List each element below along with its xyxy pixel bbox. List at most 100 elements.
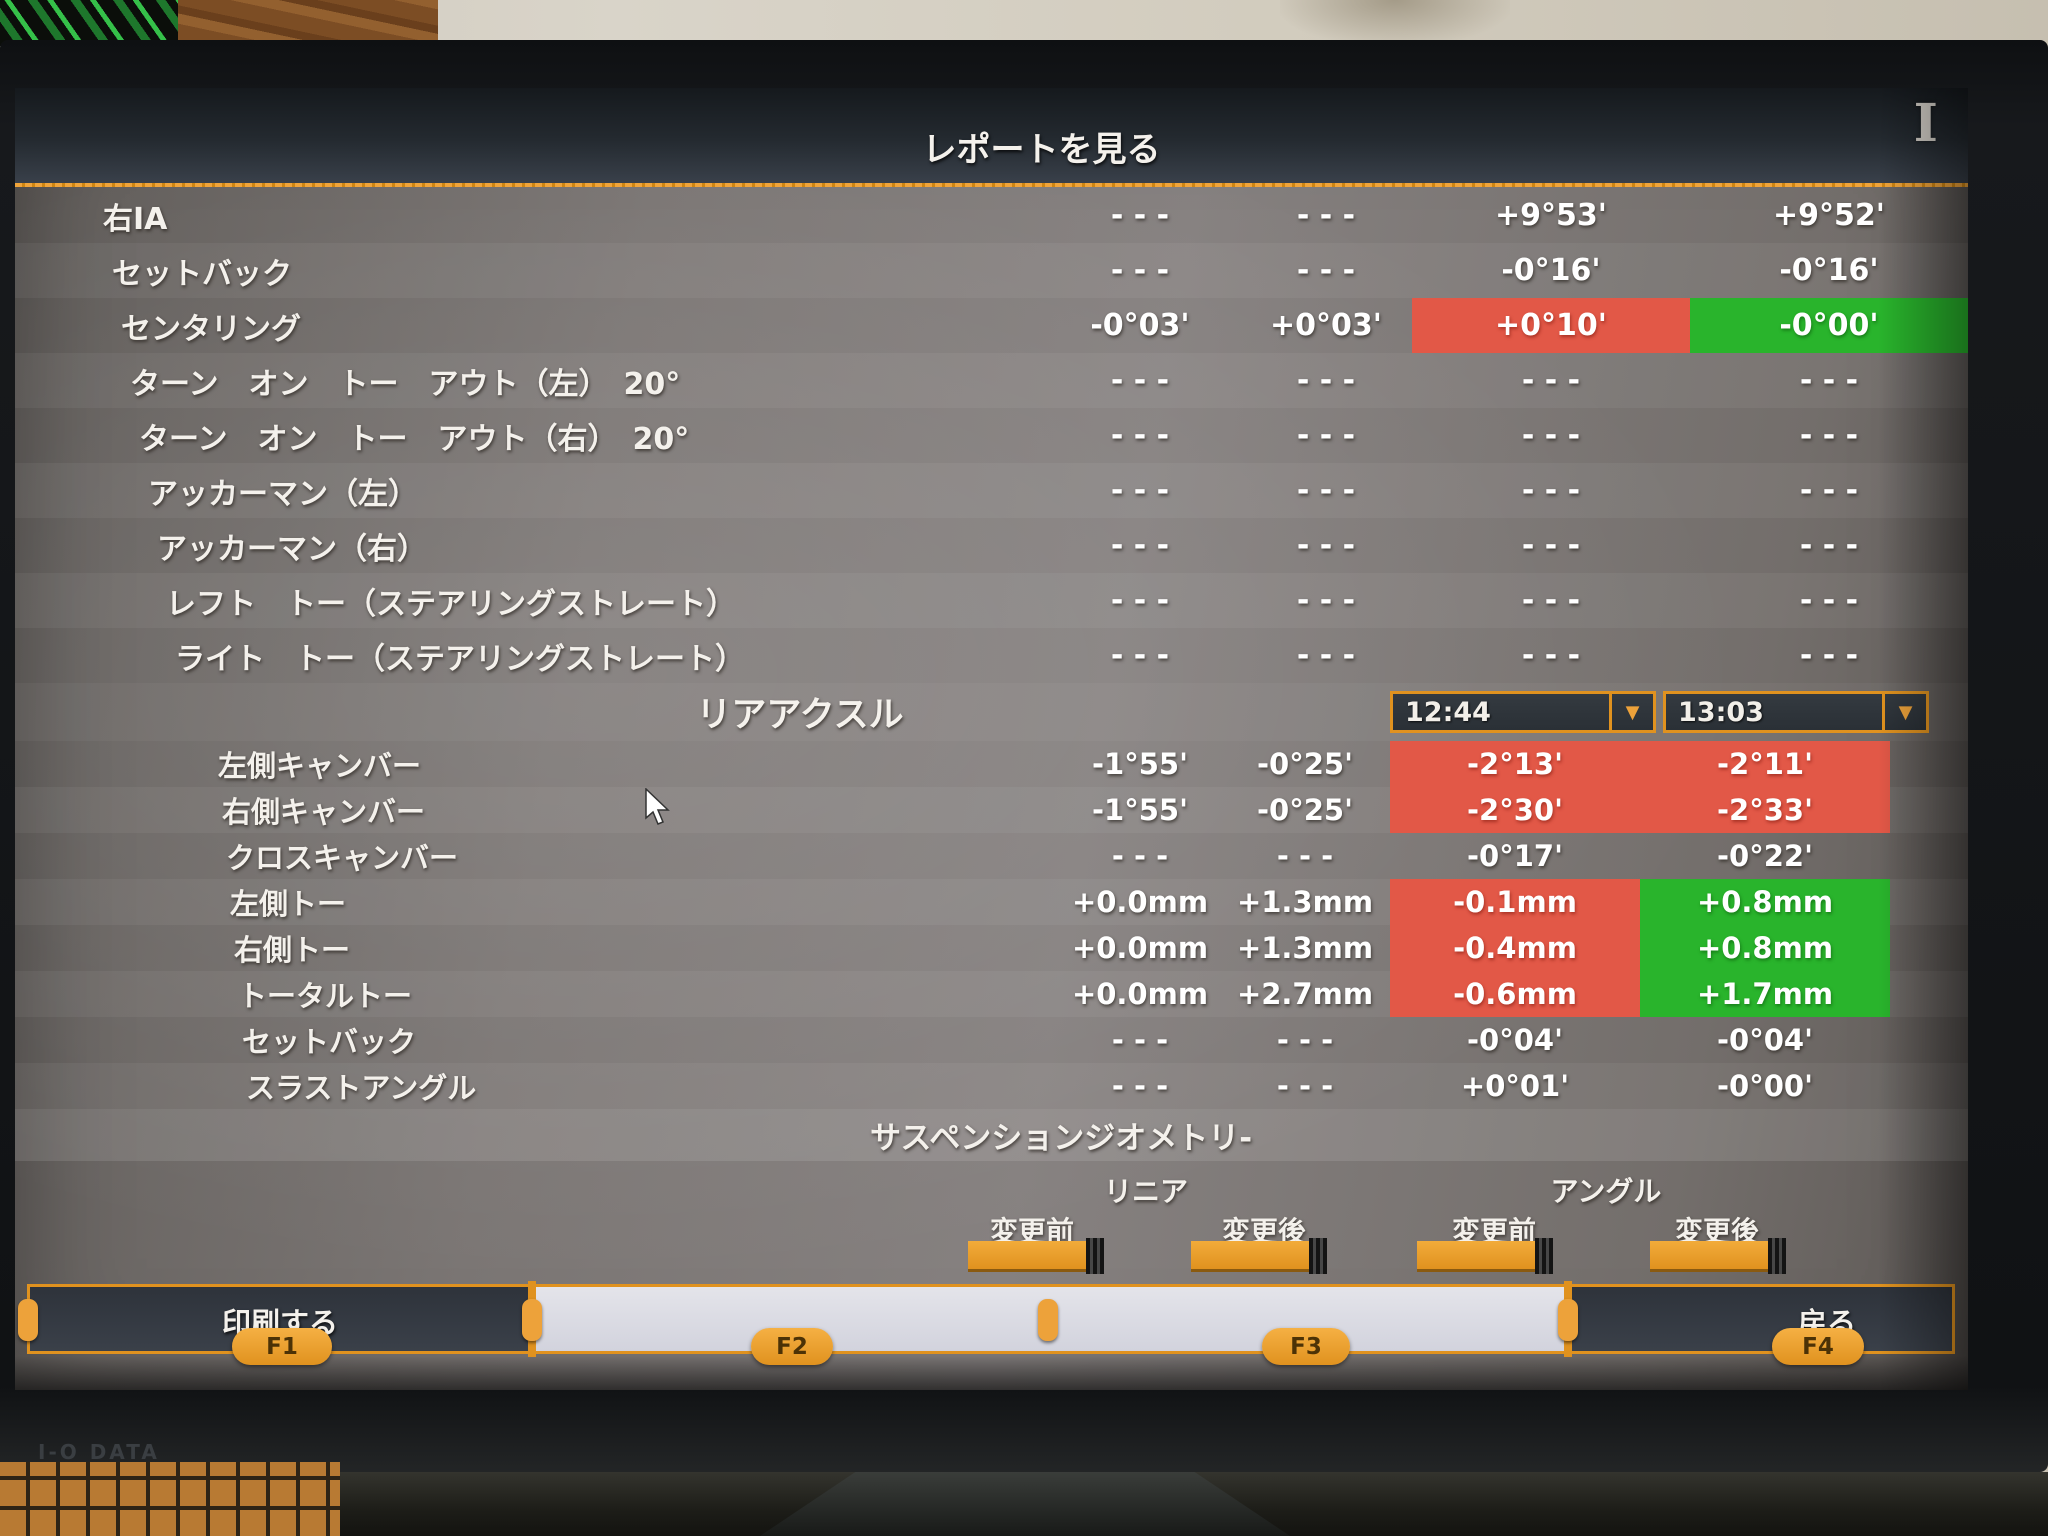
time-dropdown-right-value[interactable]: 13:03: [1663, 691, 1885, 733]
value-cell: -0°25': [1257, 793, 1353, 827]
value-cell: - - -: [1110, 528, 1170, 563]
value-cell: -2°11': [1640, 741, 1890, 787]
slider-tab-2[interactable]: [1191, 1241, 1309, 1269]
row-label: セットバック: [242, 1025, 417, 1059]
f3-key-button[interactable]: F3: [1262, 1328, 1350, 1365]
slider-tab-2-connector: [1309, 1238, 1327, 1274]
row-label: ターン オン トー アウト（左） 20°: [130, 366, 681, 402]
value-cell: +1.7mm: [1640, 971, 1890, 1017]
value-cell: +9°52': [1773, 198, 1885, 233]
value-cell: - - -: [1296, 418, 1356, 453]
value-cell: - - -: [1110, 253, 1170, 288]
value-cell: - - -: [1521, 418, 1581, 453]
group-header-linear: リニア: [1103, 1175, 1188, 1208]
suspension-geometry-title: サスペンションジオメトリ-: [870, 1120, 1253, 1157]
value-cell: - - -: [1111, 839, 1169, 873]
slider-tab-1-connector: [1086, 1238, 1104, 1274]
value-cell: +1.3mm: [1236, 931, 1374, 965]
function-bar-knob[interactable]: [522, 1299, 542, 1341]
value-cell: +0.8mm: [1640, 879, 1890, 925]
time-dropdown-left[interactable]: 12:44 ▼: [1390, 691, 1656, 733]
chevron-down-icon[interactable]: ▼: [1612, 691, 1656, 733]
value-cell: - - -: [1296, 363, 1356, 398]
value-cell: +2.7mm: [1236, 977, 1374, 1011]
rear-axle-table: 左側キャンバー -1°55' -0°25' -2°13' -2°11' 右側キャンバー -1…: [15, 741, 1968, 1109]
rear-table-row: 左側キャンバー -1°55' -0°25' -2°13' -2°11': [15, 741, 1968, 787]
row-label: セットバック: [112, 256, 292, 292]
title-bar: レポートを見る I: [15, 88, 1968, 183]
value-cell: +1.3mm: [1236, 885, 1374, 919]
function-bar-segment-back: [1566, 1287, 1952, 1351]
value-cell: - - -: [1110, 363, 1170, 398]
slider-tab-4-connector: [1768, 1238, 1786, 1274]
slider-tab-1[interactable]: [968, 1241, 1086, 1269]
title-separator: [15, 183, 1968, 187]
value-cell: - - -: [1296, 198, 1356, 233]
chevron-down-icon[interactable]: ▼: [1885, 691, 1929, 733]
f4-key-button[interactable]: F4: [1772, 1328, 1864, 1365]
time-dropdown-left-value[interactable]: 12:44: [1390, 691, 1612, 733]
row-label: 右IA: [103, 201, 168, 237]
slider-tab-4[interactable]: [1650, 1241, 1768, 1269]
pegboard: [0, 1462, 340, 1536]
function-bar-knob[interactable]: [1558, 1299, 1578, 1341]
rear-table-row: トータルトー +0.0mm +2.7mm -0.6mm +1.7mm: [15, 971, 1968, 1017]
mouse-cursor-icon: [645, 787, 671, 830]
background-wall-smudge: [1280, 0, 1510, 46]
front-table-row: ライト トー（ステアリングストレート） - - - - - - - - - - - -: [15, 628, 1968, 683]
function-bar-knob[interactable]: [18, 1299, 38, 1341]
value-cell: +0.0mm: [1071, 885, 1209, 919]
value-cell: -0°00': [1717, 1069, 1813, 1103]
value-cell: - - -: [1276, 1023, 1334, 1057]
value-cell: - - -: [1296, 473, 1356, 508]
value-cell: - - -: [1276, 1069, 1334, 1103]
row-label: 左側トー: [230, 887, 347, 921]
value-cell: - - -: [1276, 839, 1334, 873]
group-header-angle: アングル: [1550, 1175, 1662, 1208]
value-cell: -1°55': [1092, 747, 1188, 781]
front-table-row: ターン オン トー アウト（右） 20° - - - - - - - - - - - -: [15, 408, 1968, 463]
value-cell: - - -: [1799, 638, 1859, 673]
page-title: レポートを見る: [922, 130, 1161, 170]
row-label: レフト トー（ステアリングストレート）: [166, 586, 736, 622]
f1-key-button[interactable]: F1: [232, 1328, 332, 1365]
f2-key-button[interactable]: F2: [751, 1328, 833, 1365]
row-label: 右側キャンバー: [222, 795, 426, 829]
rear-table-row: 右側トー +0.0mm +1.3mm -0.4mm +0.8mm: [15, 925, 1968, 971]
value-cell: -0°17': [1467, 839, 1563, 873]
front-table-row: ターン オン トー アウト（左） 20° - - - - - - - - - - - -: [15, 353, 1968, 408]
value-cell: -0.4mm: [1390, 925, 1640, 971]
value-cell: - - -: [1521, 363, 1581, 398]
value-cell: -2°13': [1390, 741, 1640, 787]
front-table-row: セットバック - - - - - - -0°16' -0°16': [15, 243, 1968, 298]
row-label: アッカーマン（右）: [157, 531, 427, 567]
value-cell: +9°53': [1495, 198, 1607, 233]
value-cell: +0°01': [1460, 1069, 1570, 1103]
value-cell: - - -: [1110, 198, 1170, 233]
value-cell: - - -: [1521, 473, 1581, 508]
row-label: ターン オン トー アウト（右） 20°: [139, 421, 690, 457]
monitor-stand: [760, 1472, 1290, 1536]
value-cell: - - -: [1111, 1023, 1169, 1057]
suspension-geometry-band: サスペンションジオメトリ-: [15, 1109, 1968, 1161]
slider-tab-3[interactable]: [1417, 1241, 1535, 1269]
row-label: アッカーマン（左）: [148, 476, 418, 512]
row-label: スラストアングル: [246, 1071, 477, 1105]
value-cell: +0.0mm: [1071, 931, 1209, 965]
function-bar-knob[interactable]: [1038, 1299, 1058, 1341]
value-cell: -0.1mm: [1390, 879, 1640, 925]
monitor-brand-logo: I-O DATA: [38, 1440, 160, 1464]
front-table-row: アッカーマン（左） - - - - - - - - - - - -: [15, 463, 1968, 518]
front-axle-table: 右IA - - - - - - +9°53' +9°52' セットバック - - - - - …: [15, 188, 1968, 683]
text-cursor-icon: I: [1913, 93, 1938, 154]
value-cell: -0°03': [1090, 308, 1190, 343]
time-dropdown-right[interactable]: 13:03 ▼: [1663, 691, 1929, 733]
rear-table-row: クロスキャンバー - - - - - - -0°17' -0°22': [15, 833, 1968, 879]
front-table-row: センタリング -0°03' +0°03' +0°10' -0°00': [15, 298, 1968, 353]
value-cell: - - -: [1521, 528, 1581, 563]
value-cell: -2°30': [1390, 787, 1640, 833]
value-cell: -1°55': [1092, 793, 1188, 827]
rear-table-row: 左側トー +0.0mm +1.3mm -0.1mm +0.8mm: [15, 879, 1968, 925]
value-cell: - - -: [1296, 638, 1356, 673]
